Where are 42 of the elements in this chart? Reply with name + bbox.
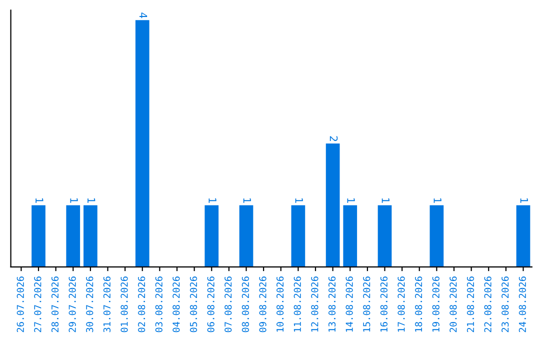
data-label: 2: [330, 136, 338, 142]
x-tick-label: 15.08.2026: [363, 276, 370, 332]
x-tick-label: 14.08.2026: [346, 276, 353, 332]
x-tick-label: 01.08.2026: [120, 276, 128, 332]
x-tick-label: 11.08.2026: [294, 276, 301, 332]
x-tick-label: 26.07.2026: [16, 276, 24, 332]
x-tick-label: 29.07.2026: [68, 276, 76, 332]
x-tick-label: 31.07.2026: [103, 276, 111, 332]
x-tick-label: 24.08.2026: [518, 276, 526, 332]
x-tick-label: 22.08.2026: [484, 276, 492, 332]
x-tick-label: 05.08.2026: [190, 276, 198, 332]
x-tick-label: 20.08.2026: [450, 276, 457, 332]
x-tick-label: 28.07.2026: [51, 276, 59, 332]
x-tick-label: 16.08.2026: [380, 276, 388, 332]
x-tick-label: 09.08.2026: [259, 276, 266, 332]
x-tick-label: 18.08.2026: [414, 276, 422, 332]
data-label: 1: [347, 198, 355, 203]
data-label: 1: [88, 198, 96, 203]
x-tick-label: 04.08.2026: [172, 276, 180, 332]
data-label: 4: [140, 12, 148, 18]
x-tick-label: 08.08.2026: [242, 276, 250, 332]
x-tick-label: 27.07.2026: [34, 276, 42, 332]
x-tick-label: 23.08.2026: [502, 276, 509, 332]
x-tick-label: 10.08.2026: [276, 276, 284, 332]
data-label: 1: [382, 198, 390, 203]
data-label: 1: [70, 198, 78, 203]
data-label: 1: [295, 198, 303, 203]
x-tick-label: 07.08.2026: [224, 276, 232, 332]
data-label: 1: [520, 198, 528, 203]
x-tick-label: 17.08.2026: [398, 276, 405, 332]
x-tick-label: 30.07.2026: [86, 276, 94, 332]
x-tick-label: 12.08.2026: [311, 276, 318, 332]
x-tick-label: 02.08.2026: [138, 276, 146, 332]
x-tick-label: 19.08.2026: [432, 276, 440, 332]
x-tick-label: 21.08.2026: [466, 276, 474, 332]
x-tick-label: 13.08.2026: [328, 276, 336, 332]
data-label: 1: [243, 198, 251, 203]
x-tick-label: 03.08.2026: [155, 276, 162, 332]
data-label: 1: [36, 198, 44, 203]
data-label: 1: [434, 198, 442, 203]
data-label: 1: [208, 198, 216, 203]
x-tick-label: 06.08.2026: [207, 276, 214, 332]
